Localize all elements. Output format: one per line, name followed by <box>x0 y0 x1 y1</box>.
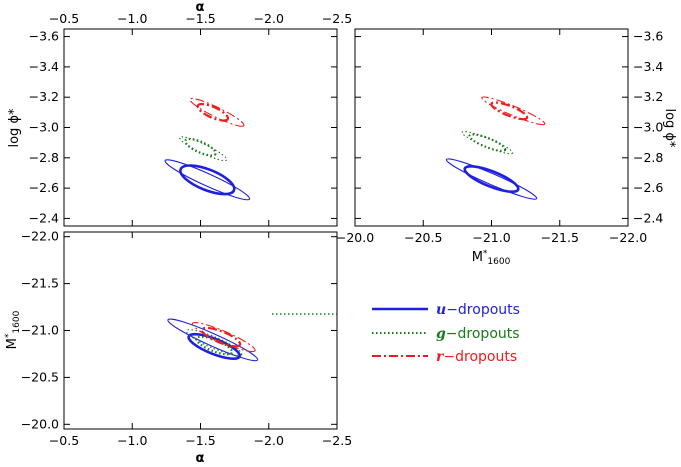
y-tick-label: −20.5 <box>21 369 59 384</box>
x-axis-title-top: α <box>196 0 205 15</box>
contour-u-outer <box>164 159 251 201</box>
legend-rest-r: −dropouts <box>443 349 517 365</box>
y-tick-label: −22.0 <box>21 229 59 244</box>
y-tick-label: −3.6 <box>633 29 663 44</box>
legend-rest-g: −dropouts <box>446 326 520 342</box>
x-axis-title-star: * <box>483 249 488 259</box>
y-axis-title-right: log ϕ* <box>662 108 677 148</box>
y-axis-title-sub: 1600 <box>12 310 22 333</box>
x-tick-label: −2.5 <box>322 11 352 26</box>
legend-italic-g: g <box>436 326 446 342</box>
legend-label-g: g−dropouts <box>436 326 520 342</box>
contour-r-outer <box>191 322 256 353</box>
panel-alpha-vs-mstar: −0.5 −1.0 −1.5 −2.0 −2.5 −20.0 −20.5 −21.0 −21.… <box>4 229 352 466</box>
contour-r-inner <box>490 101 529 121</box>
x-tick-label: −0.5 <box>49 11 79 26</box>
legend-label-r: r−dropouts <box>436 349 517 365</box>
y-tick-label: −2.6 <box>29 180 59 195</box>
y-tick-label: −3.2 <box>29 89 59 104</box>
contour-g-outer <box>185 329 243 357</box>
x-tick-label: −1.5 <box>185 433 215 448</box>
x-tick-label: −2.5 <box>322 433 352 448</box>
legend-label-u: u−dropouts <box>436 302 520 318</box>
y-axis-title: log ϕ* <box>7 108 22 148</box>
y-axis-title-star: * <box>4 333 14 338</box>
y-tick-label: −3.0 <box>633 120 663 135</box>
x-tick-label: −0.5 <box>49 433 79 448</box>
x-tick-label: −2.0 <box>254 11 284 26</box>
panel-mstar-vs-logphi: −20.0 −20.5 −21.0 −21.5 −22.0 −2.4 −2.6 −2.8 −3… <box>336 28 677 267</box>
contour-g-inner <box>195 335 234 356</box>
legend-rest-u: −dropouts <box>446 302 520 318</box>
legend-italic-r: r <box>436 349 445 365</box>
y-tick-label: −2.8 <box>633 150 663 165</box>
contour-u-outer <box>167 318 259 362</box>
y-tick-label: −3.4 <box>29 59 59 74</box>
contour-g-inner <box>184 137 217 157</box>
x-tick-label: −21.5 <box>541 230 579 245</box>
contour-g-inner <box>468 133 507 152</box>
y-tick-label: −3.4 <box>633 59 663 74</box>
x-axis-title: α <box>196 451 205 466</box>
contour-r-inner <box>200 326 242 348</box>
legend: u−dropouts g−dropouts r−dropouts <box>372 302 520 365</box>
y-tick-label: −21.0 <box>21 323 59 338</box>
contour-u-outer <box>445 158 538 200</box>
y-tick-label: −3.6 <box>29 29 59 44</box>
legend-italic-u: u <box>436 302 446 318</box>
y-tick-label: −2.6 <box>633 180 663 195</box>
plot-frame <box>63 28 338 227</box>
y-tick-label: −20.0 <box>21 416 59 431</box>
x-axis-title: M*1600 <box>472 249 511 267</box>
panel-alpha-vs-logphi: −0.5 −1.0 −1.5 −2.0 −2.5 −2.4 −2.6 −2.8 −3.0 −3.… <box>7 0 352 227</box>
contour-r-outer <box>481 96 546 126</box>
y-axis-title-m: M <box>5 338 20 349</box>
contour-g-outer <box>179 136 228 162</box>
contour-g-outer <box>461 131 514 155</box>
contour-u-inner <box>179 164 236 196</box>
y-tick-label: −2.8 <box>29 150 59 165</box>
x-tick-label: −20.0 <box>336 230 374 245</box>
x-tick-label: −1.0 <box>117 11 147 26</box>
x-tick-label: −2.0 <box>254 433 284 448</box>
y-tick-label: −3.0 <box>29 120 59 135</box>
plot-frame <box>354 28 629 227</box>
y-tick-label: −2.4 <box>633 210 663 225</box>
contour-r-outer <box>189 97 245 127</box>
plot-frame <box>63 231 338 430</box>
y-tick-label: −2.4 <box>29 210 59 225</box>
x-tick-label: −22.0 <box>609 230 647 245</box>
y-tick-label: −3.2 <box>633 89 663 104</box>
x-axis-title-sub: 1600 <box>487 257 510 267</box>
y-axis-title: M*1600 <box>4 310 22 349</box>
x-tick-label: −1.0 <box>117 433 147 448</box>
x-axis-title-m: M <box>472 250 483 265</box>
contour-r-inner <box>196 102 229 122</box>
x-tick-label: −21.0 <box>472 230 510 245</box>
x-tick-label: −20.5 <box>404 230 442 245</box>
y-tick-label: −21.5 <box>21 276 59 291</box>
contour-u-inner <box>463 165 520 194</box>
x-tick-label: −1.5 <box>185 11 215 26</box>
